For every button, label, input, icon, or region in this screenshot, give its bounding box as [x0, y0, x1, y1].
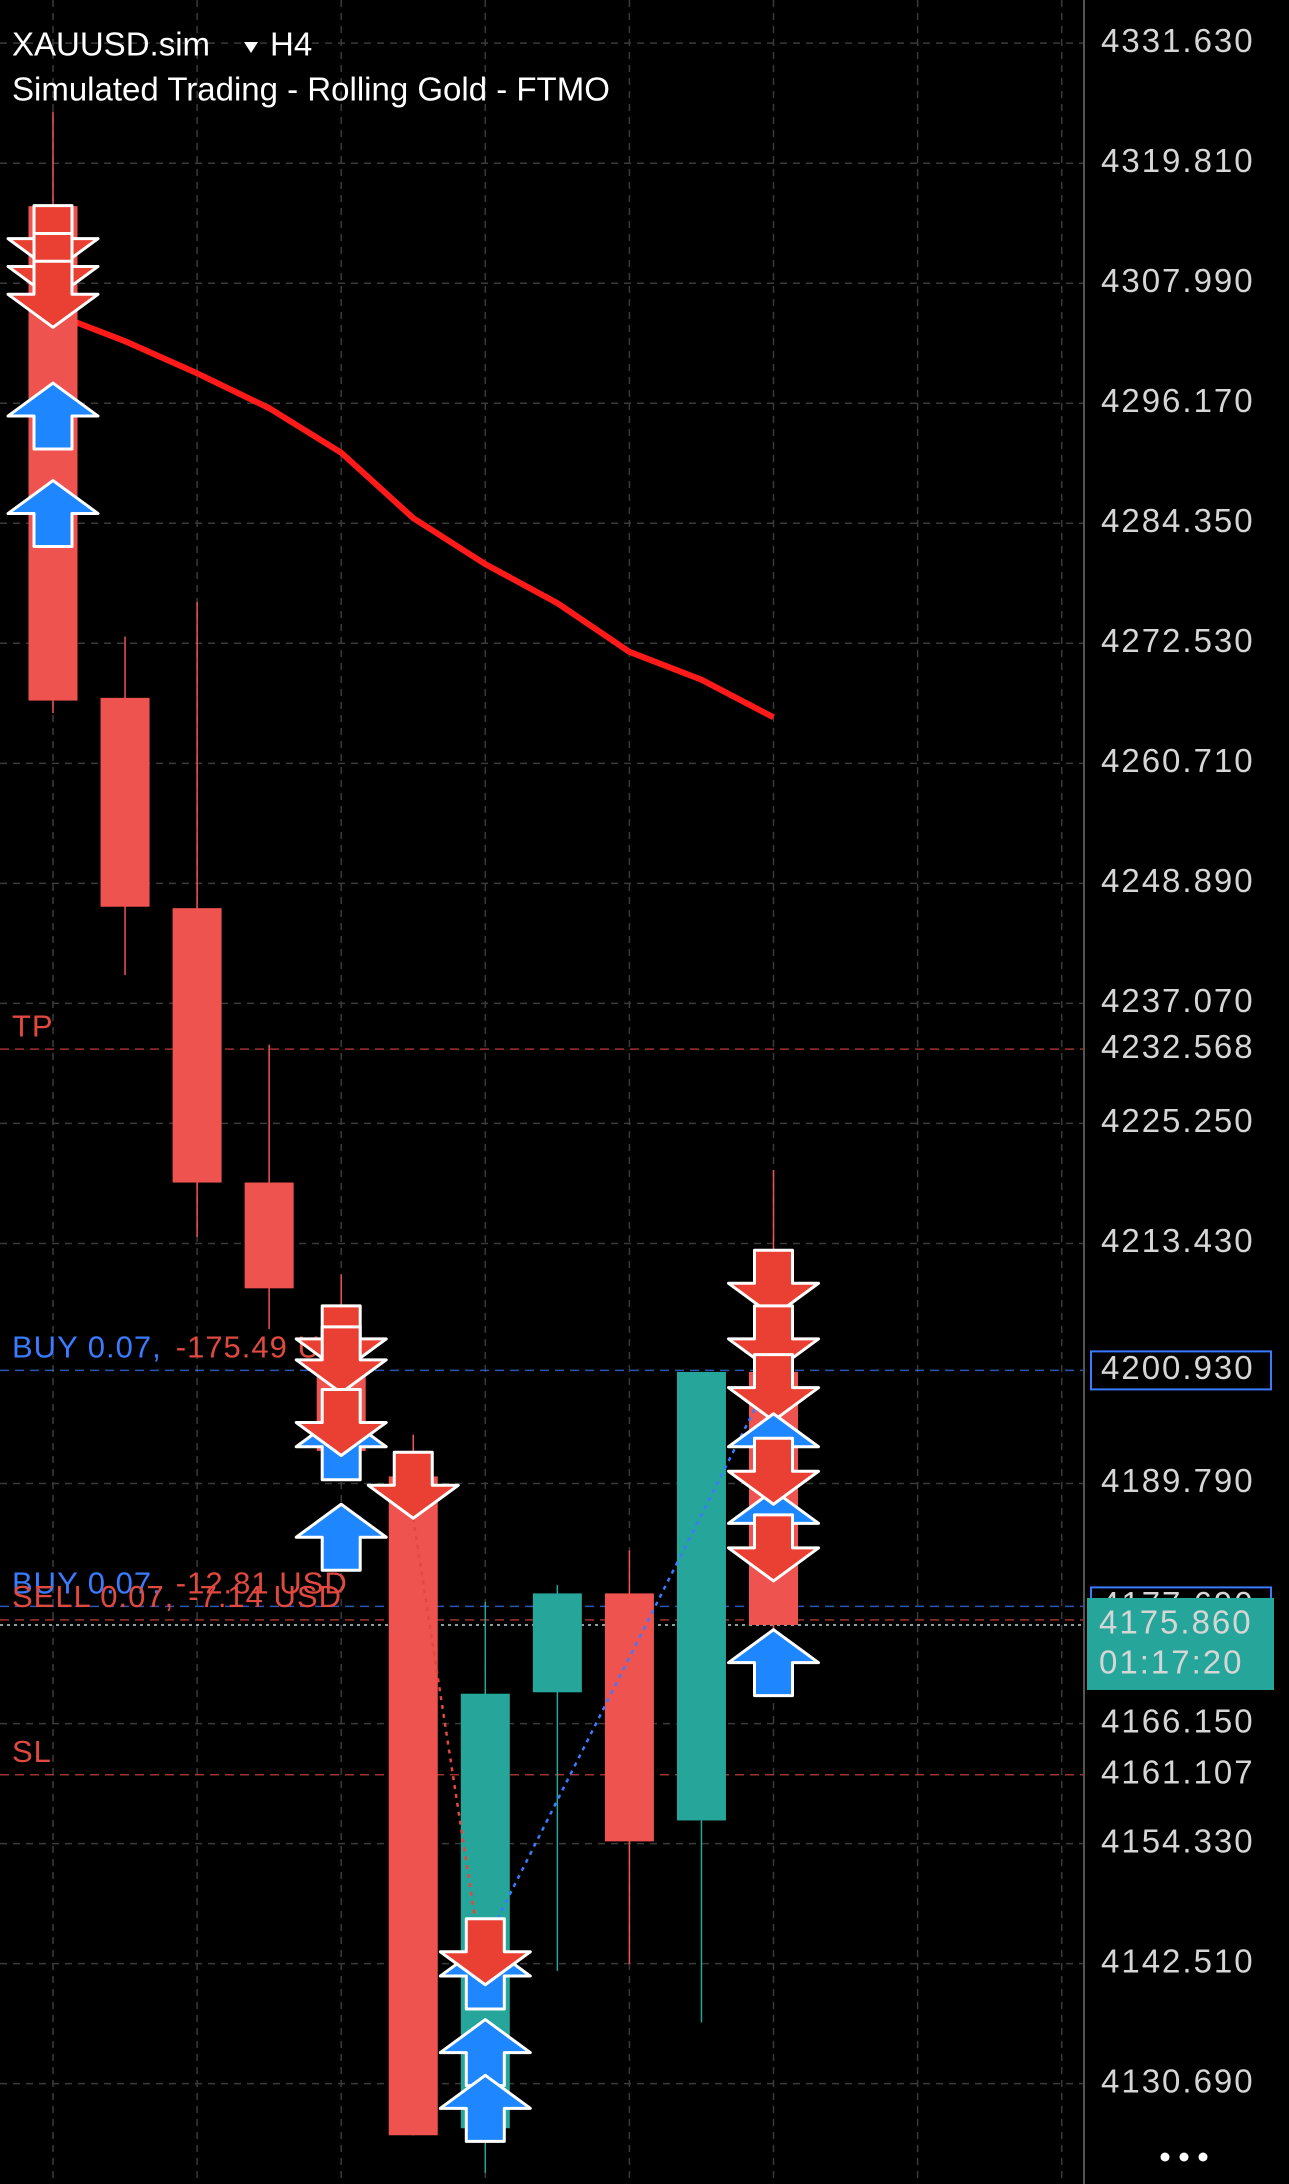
sell-marker [727, 1436, 820, 1506]
y-tick-label: 4225.250 [1101, 1102, 1255, 1139]
y-tick-label: 4130.690 [1101, 2062, 1255, 2099]
candle-body [604, 1593, 654, 1842]
y-tick-label: 4260.710 [1101, 742, 1255, 779]
level-label: SELL 0.07, [12, 1579, 174, 1614]
dot [1179, 2152, 1189, 2162]
y-tick-label: 4248.890 [1101, 862, 1255, 899]
buy-marker [6, 479, 100, 549]
y-tick-label: 4319.810 [1101, 142, 1255, 179]
more-menu[interactable] [1160, 2152, 1208, 2162]
moving-average [51, 310, 775, 720]
sell-marker [294, 1387, 388, 1457]
level-label: BUY 0.07, [12, 1330, 162, 1365]
y-tick-label: 4284.350 [1101, 502, 1255, 539]
level-price: 4232.568 [1101, 1028, 1255, 1065]
candle-body [100, 697, 150, 907]
sell-marker [366, 1450, 460, 1520]
marks [6, 111, 820, 2173]
buy-marker [438, 2073, 532, 2143]
sell-marker [727, 1353, 820, 1423]
dot [1160, 2152, 1170, 2162]
candle-body [244, 1182, 294, 1289]
level-label: TP [12, 1008, 54, 1043]
candle-body [532, 1593, 582, 1693]
level-label: SL [12, 1734, 52, 1769]
sell-marker [438, 1917, 532, 1987]
current-price-box [1087, 1597, 1274, 1690]
buy-marker [294, 1502, 388, 1572]
trade-connector [412, 1518, 487, 1985]
y-tick-label: 4296.170 [1101, 382, 1255, 419]
level-price: 4200.930 [1101, 1349, 1255, 1386]
level-pnl: -12.81 USD [176, 1566, 348, 1601]
trade-connector [484, 1371, 775, 1944]
y-tick-label: 4166.150 [1101, 1702, 1255, 1739]
y-tick-label: 4331.630 [1101, 22, 1255, 59]
candle-body [676, 1371, 726, 1821]
y-tick-label: 4189.790 [1101, 1462, 1255, 1499]
candle-body [388, 1476, 438, 2136]
price-axis: 4331.630 4319.810 4307.990 4296.170 4284.350… [1087, 22, 1274, 2099]
sell-marker [727, 1513, 820, 1583]
dot [1198, 2152, 1208, 2162]
candle-body [172, 908, 222, 1183]
y-tick-label: 4154.330 [1101, 1822, 1255, 1859]
symbol-dropdown[interactable] [244, 42, 258, 53]
level-price: 4161.107 [1101, 1754, 1255, 1791]
timeframe[interactable]: H4 [270, 26, 312, 63]
sell-marker [6, 259, 100, 329]
account-info: Simulated Trading - Rolling Gold - FTMO [12, 71, 610, 108]
y-tick-label: 4142.510 [1101, 1942, 1255, 1979]
y-tick-label: 4237.070 [1101, 982, 1255, 1019]
level-pnl: -7.14 USD [188, 1579, 342, 1614]
buy-marker [727, 1628, 820, 1698]
y-tick-label: 4213.430 [1101, 1222, 1255, 1259]
current-price: 4175.860 [1099, 1604, 1253, 1641]
level-label: BUY 0.07, [12, 1566, 162, 1601]
price-box [1090, 1350, 1272, 1391]
countdown: 01:17:20 [1099, 1644, 1243, 1681]
buy-marker [6, 381, 100, 451]
sell-marker [294, 1325, 388, 1395]
y-tick-label: 4307.990 [1101, 262, 1255, 299]
sell-marker [727, 1304, 820, 1374]
y-tick-label: 4272.530 [1101, 622, 1255, 659]
symbol[interactable]: XAUUSD.sim [12, 26, 210, 63]
sell-marker [727, 1248, 820, 1318]
